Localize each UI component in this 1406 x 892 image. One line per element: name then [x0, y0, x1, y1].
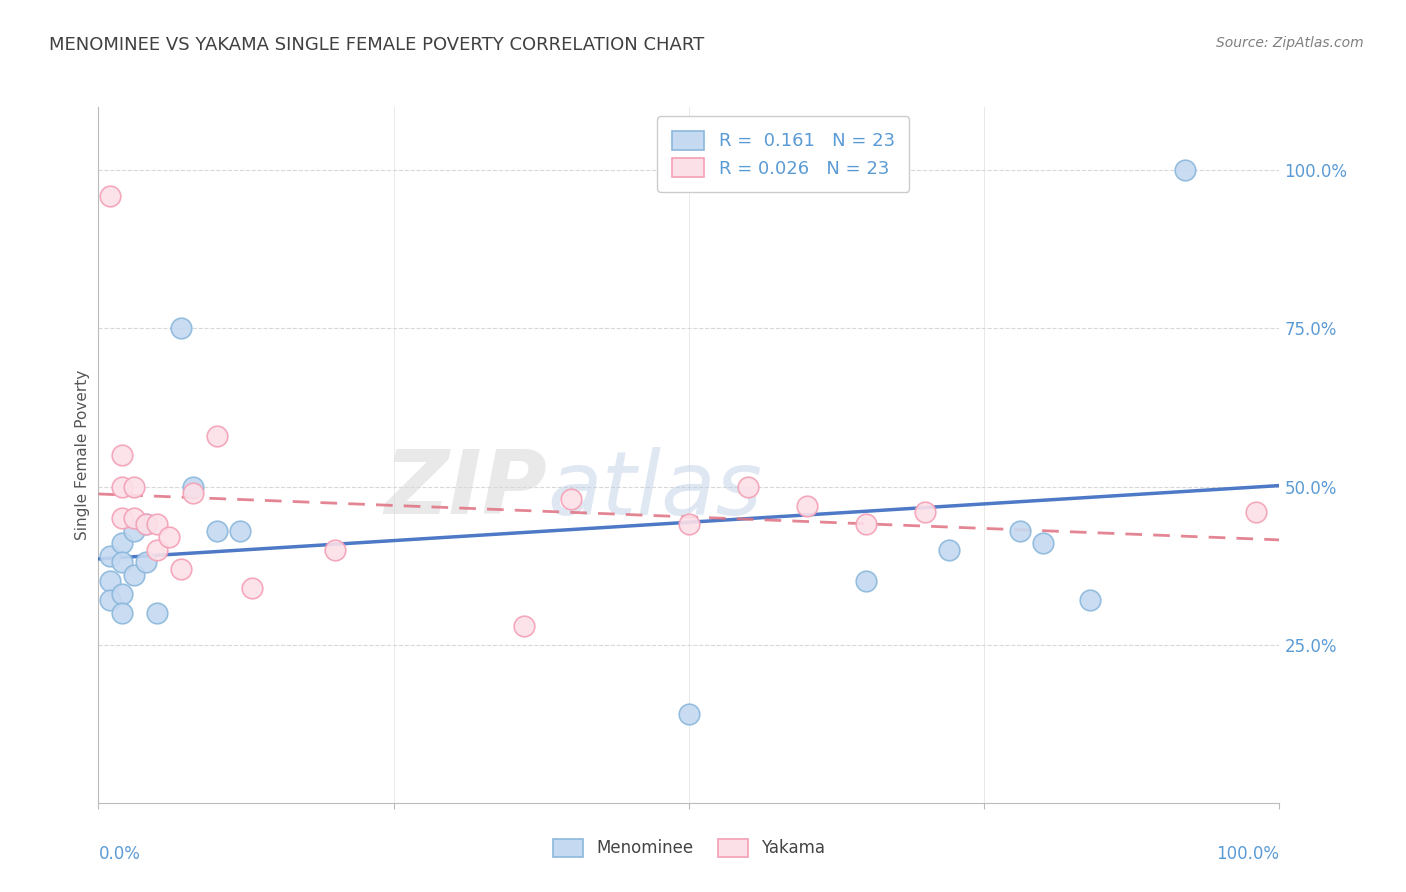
Point — [122, 524, 145, 538]
Point — [111, 587, 134, 601]
Point — [135, 517, 157, 532]
Point — [737, 479, 759, 493]
Point — [135, 556, 157, 570]
Point — [1174, 163, 1197, 178]
Point — [181, 486, 204, 500]
Point — [98, 188, 121, 202]
Point — [170, 562, 193, 576]
Point — [678, 517, 700, 532]
Point — [170, 321, 193, 335]
Point — [229, 524, 252, 538]
Point — [98, 593, 121, 607]
Point — [111, 479, 134, 493]
Text: atlas: atlas — [547, 447, 762, 533]
Point — [122, 479, 145, 493]
Point — [1080, 593, 1102, 607]
Point — [914, 505, 936, 519]
Legend: Menominee, Yakama: Menominee, Yakama — [546, 832, 832, 864]
Point — [205, 524, 228, 538]
Point — [111, 511, 134, 525]
Text: ZIP: ZIP — [384, 446, 547, 533]
Point — [146, 517, 169, 532]
Point — [205, 429, 228, 443]
Point — [157, 530, 180, 544]
Point — [678, 707, 700, 722]
Point — [1032, 536, 1054, 550]
Point — [122, 568, 145, 582]
Point — [938, 542, 960, 557]
Text: 100.0%: 100.0% — [1216, 845, 1279, 863]
Point — [98, 549, 121, 563]
Point — [111, 606, 134, 620]
Point — [111, 536, 134, 550]
Point — [111, 556, 134, 570]
Y-axis label: Single Female Poverty: Single Female Poverty — [75, 370, 90, 540]
Text: 0.0%: 0.0% — [98, 845, 141, 863]
Point — [98, 574, 121, 589]
Text: MENOMINEE VS YAKAMA SINGLE FEMALE POVERTY CORRELATION CHART: MENOMINEE VS YAKAMA SINGLE FEMALE POVERT… — [49, 36, 704, 54]
Point — [855, 574, 877, 589]
Point — [855, 517, 877, 532]
Point — [146, 542, 169, 557]
Point — [146, 606, 169, 620]
Point — [1244, 505, 1267, 519]
Point — [181, 479, 204, 493]
Point — [323, 542, 346, 557]
Point — [560, 492, 582, 507]
Point — [111, 448, 134, 462]
Point — [796, 499, 818, 513]
Point — [122, 511, 145, 525]
Point — [512, 618, 534, 632]
Text: Source: ZipAtlas.com: Source: ZipAtlas.com — [1216, 36, 1364, 50]
Point — [1008, 524, 1031, 538]
Point — [135, 517, 157, 532]
Point — [240, 581, 263, 595]
